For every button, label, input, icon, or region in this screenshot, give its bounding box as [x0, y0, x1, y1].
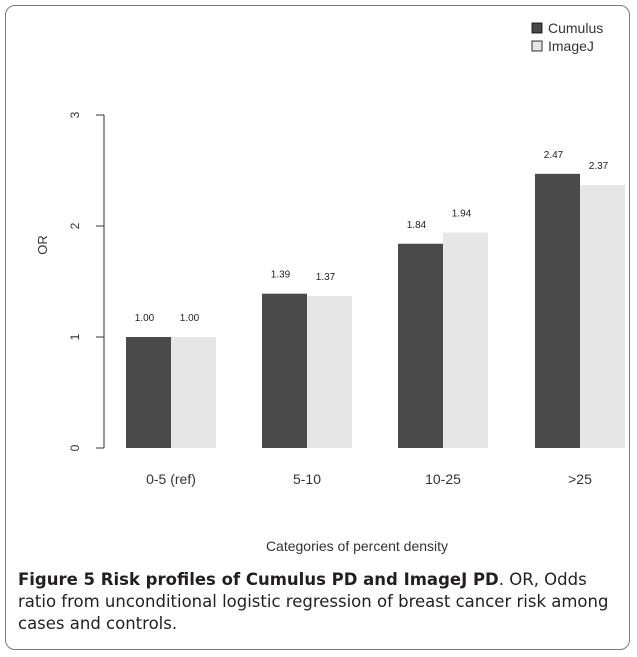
legend-swatch-cumulus: [531, 22, 543, 34]
caption-body: . OR, Odds ratio from unconditional logi…: [18, 570, 609, 633]
data-label-imagej-2: 1.94: [452, 209, 472, 220]
data-label-imagej-0: 1.00: [180, 313, 200, 324]
y-tick-label-3: 3: [68, 111, 82, 118]
data-label-cumulus-1: 1.39: [271, 270, 291, 281]
legend-swatch-imagej: [531, 40, 543, 52]
bar-imagej-2: [443, 232, 488, 448]
bars: 1.00 1.00 1.39 1.37 1.84 1.94 2.47 2.37: [126, 150, 625, 448]
figure-caption: Figure 5 Risk profiles of Cumulus PD and…: [18, 569, 618, 635]
x-tick-label-2: 10-25: [425, 471, 461, 487]
bar-imagej-1: [307, 295, 352, 448]
x-axis-label: Categories of percent density: [266, 538, 448, 554]
y-axis: 0 1 2 3 OR: [35, 111, 105, 451]
y-tick-label-1: 1: [68, 333, 82, 340]
bar-cumulus-2: [398, 243, 443, 448]
y-tick-label-2: 2: [68, 222, 82, 229]
data-label-imagej-3: 2.37: [589, 161, 609, 172]
y-axis-label: OR: [35, 235, 50, 255]
x-tick-label-3: >25: [568, 471, 592, 487]
bar-imagej-3: [580, 184, 625, 448]
legend-label-imagej: ImageJ: [548, 38, 594, 54]
bar-cumulus-3: [535, 173, 580, 448]
x-tick-labels: 0-5 (ref) 5-10 10-25 >25: [146, 471, 592, 487]
legend-label-cumulus: Cumulus: [548, 20, 603, 36]
x-tick-label-0: 0-5 (ref): [146, 471, 196, 487]
data-label-cumulus-0: 1.00: [135, 313, 155, 324]
bar-cumulus-0: [126, 337, 171, 448]
x-tick-label-1: 5-10: [293, 471, 321, 487]
data-label-cumulus-3: 2.47: [544, 150, 564, 161]
bar-cumulus-1: [262, 293, 307, 448]
y-tick-label-0: 0: [68, 444, 82, 451]
caption-title: Figure 5 Risk profiles of Cumulus PD and…: [18, 570, 499, 589]
legend: Cumulus ImageJ: [531, 20, 603, 54]
bar-imagej-0: [171, 337, 216, 448]
data-label-imagej-1: 1.37: [316, 272, 336, 283]
data-label-cumulus-2: 1.84: [407, 220, 427, 231]
